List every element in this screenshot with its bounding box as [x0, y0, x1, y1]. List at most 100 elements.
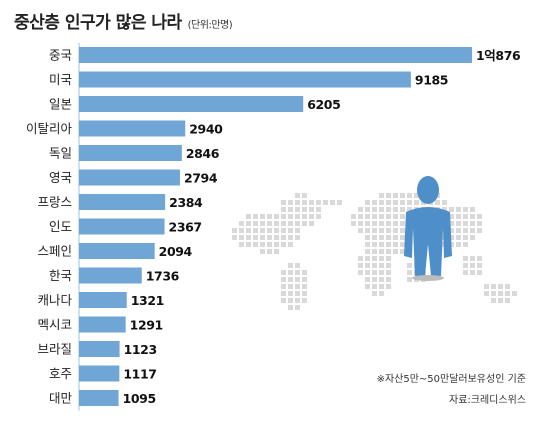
map-dot — [379, 207, 384, 212]
map-dot — [379, 200, 384, 205]
bar-13 — [79, 365, 120, 382]
map-dot — [281, 200, 286, 205]
value-label: 9185 — [415, 73, 448, 88]
map-dot — [372, 214, 377, 219]
map-dot — [379, 277, 384, 282]
map-dot — [295, 298, 300, 303]
map-dot — [435, 200, 440, 205]
map-dot — [365, 270, 370, 275]
map-dot — [498, 298, 503, 303]
map-dot — [330, 200, 335, 205]
map-dot — [407, 263, 412, 268]
map-dot — [267, 221, 272, 226]
map-dot — [407, 277, 412, 282]
map-dot — [407, 193, 412, 198]
map-dot — [295, 270, 300, 275]
map-dot — [386, 284, 391, 289]
map-dot — [463, 221, 468, 226]
map-dot — [274, 221, 279, 226]
map-dot — [393, 193, 398, 198]
map-dot — [260, 221, 265, 226]
map-dot — [470, 270, 475, 275]
map-dot — [295, 235, 300, 240]
map-dot — [463, 214, 468, 219]
map-dot — [470, 256, 475, 261]
map-dot — [379, 249, 384, 254]
bar-12 — [79, 341, 120, 357]
map-dot — [463, 270, 468, 275]
map-dot — [239, 235, 244, 240]
map-dot — [295, 200, 300, 205]
map-dot — [365, 256, 370, 261]
bars-group: 중국 1억876 미국 9185 일본 6205 이탈리아 2940 독일 2846 영국 2794 프… — [26, 43, 521, 411]
bar-1 — [79, 71, 411, 88]
map-dot — [386, 228, 391, 233]
map-dot — [358, 270, 363, 275]
map-dot — [267, 242, 272, 247]
map-dot — [379, 214, 384, 219]
map-dot — [253, 214, 258, 219]
map-dot — [463, 242, 468, 247]
map-dot — [288, 277, 293, 282]
value-label: 1억876 — [476, 48, 521, 63]
map-dot — [477, 228, 482, 233]
footnote: ※자산5만~50만달러보유성인 기준 — [376, 374, 526, 385]
chart-title-text: 중산층 인구가 많은 나라 — [14, 13, 182, 33]
map-dot — [449, 228, 454, 233]
map-dot — [281, 284, 286, 289]
map-dot — [302, 221, 307, 226]
map-dot — [302, 200, 307, 205]
value-label: 1736 — [146, 269, 180, 284]
map-dot — [379, 221, 384, 226]
map-dot — [295, 207, 300, 212]
map-dot — [253, 228, 258, 233]
map-dot — [274, 214, 279, 219]
map-dot — [491, 291, 496, 296]
value-label: 1117 — [123, 367, 156, 382]
value-label: 2367 — [169, 220, 202, 235]
map-dot — [351, 214, 356, 219]
map-dot — [281, 221, 286, 226]
map-dot — [246, 214, 251, 219]
map-dot — [260, 249, 265, 254]
map-dot — [337, 200, 342, 205]
map-dot — [386, 207, 391, 212]
map-dot — [442, 207, 447, 212]
map-dot — [400, 214, 405, 219]
map-dot — [386, 263, 391, 268]
map-dot — [379, 256, 384, 261]
map-dot — [246, 221, 251, 226]
map-dot — [302, 291, 307, 296]
map-dot — [260, 214, 265, 219]
category-label: 중국 — [49, 48, 72, 63]
map-dot — [295, 214, 300, 219]
map-dot — [288, 298, 293, 303]
map-dot — [295, 228, 300, 233]
map-dot — [288, 263, 293, 268]
map-dot — [442, 200, 447, 205]
map-dot — [393, 214, 398, 219]
map-dot — [288, 221, 293, 226]
map-dot — [281, 228, 286, 233]
map-dot — [400, 200, 405, 205]
map-dot — [302, 298, 307, 303]
bar-10 — [79, 292, 127, 308]
map-dot — [372, 291, 377, 296]
map-dot — [379, 270, 384, 275]
bar-4 — [79, 145, 182, 161]
map-dot — [456, 214, 461, 219]
value-label: 1291 — [130, 318, 163, 333]
map-dot — [463, 207, 468, 212]
category-label: 한국 — [49, 268, 72, 283]
map-dot — [365, 242, 370, 247]
map-dot — [379, 242, 384, 247]
map-dot — [477, 263, 482, 268]
map-dot — [400, 193, 405, 198]
map-dot — [281, 235, 286, 240]
category-label: 미국 — [49, 72, 72, 87]
map-dot — [463, 256, 468, 261]
map-dot — [456, 207, 461, 212]
map-dot — [379, 193, 384, 198]
map-dot — [386, 235, 391, 240]
map-dot — [470, 228, 475, 233]
